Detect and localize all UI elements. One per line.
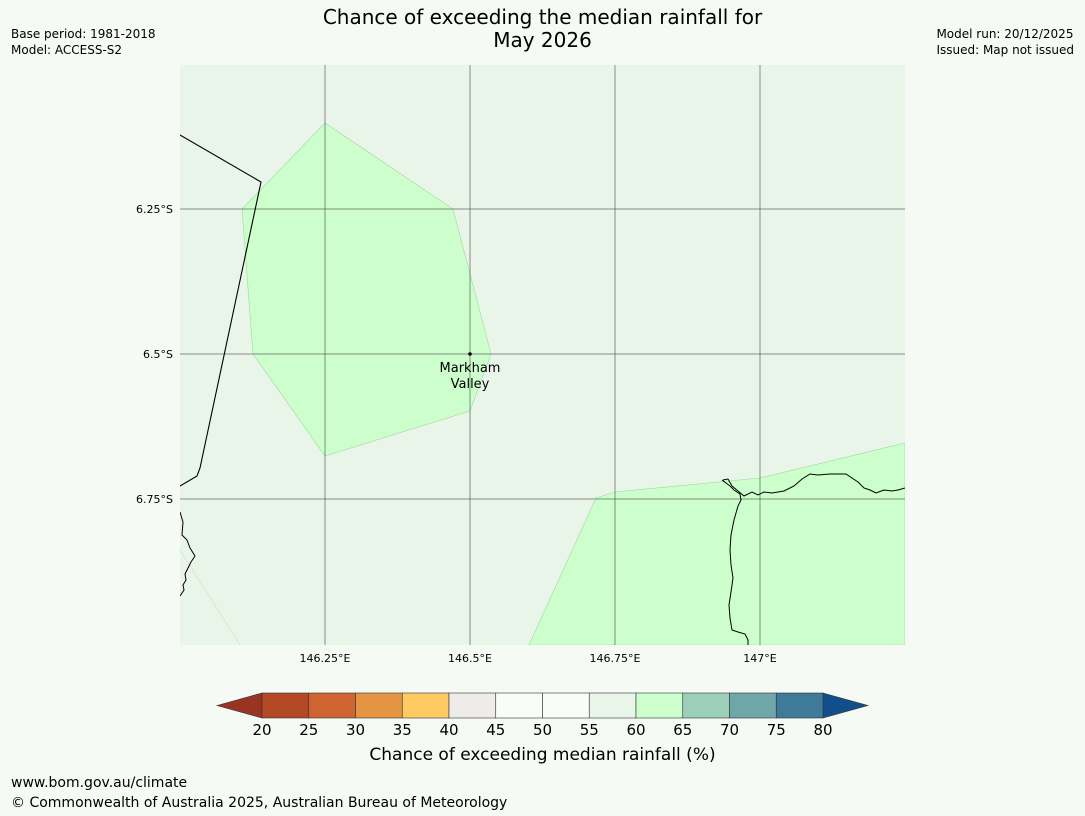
colorbar-tick-label: 65 <box>673 721 692 739</box>
colorbar-tick-label: 80 <box>813 721 832 739</box>
colorbar-tick-label: 55 <box>580 721 599 739</box>
lat-label-3: 6.75°S <box>136 493 173 506</box>
colorbar-swatch <box>401 692 450 719</box>
colorbar-tick-label: 45 <box>486 721 505 739</box>
colorbar-swatch <box>775 692 824 719</box>
colorbar-tick-label: 35 <box>393 721 412 739</box>
colorbar-swatch <box>729 692 777 719</box>
lon-label-2: 146.5°E <box>448 652 492 665</box>
colorbar-swatch <box>588 692 637 719</box>
colorbar-tick-label: 70 <box>720 721 739 739</box>
graticule <box>180 65 905 645</box>
map-title-line1: Chance of exceeding the median rainfall … <box>322 5 763 29</box>
colorbar-extend-low <box>215 692 263 719</box>
meta-right: Model run: 20/12/2025 Issued: Map not is… <box>936 26 1074 58</box>
colorbar-swatch <box>542 692 590 719</box>
base-period: Base period: 1981-2018 <box>11 27 156 41</box>
colorbar-tick-label: 60 <box>626 721 645 739</box>
coastline-left <box>180 511 196 597</box>
footer-url: www.bom.gov.au/climate <box>11 775 188 791</box>
colorbar-tick-label: 30 <box>346 721 365 739</box>
colorbar-tick-label: 50 <box>533 721 552 739</box>
colorbar-tick-label: 75 <box>767 721 786 739</box>
place-label-line2: Valley <box>451 377 490 392</box>
colorbar-tick-label: 40 <box>439 721 458 739</box>
colorbar-swatch <box>308 692 356 719</box>
model-name: Model: ACCESS-S2 <box>11 43 123 57</box>
lon-label-1: 146.25°E <box>300 652 351 665</box>
colorbar-tick-label: 25 <box>299 721 318 739</box>
colorbar-tick-label: 20 <box>252 721 271 739</box>
place-marker <box>468 352 472 356</box>
place-label-line1: Markham <box>440 361 501 376</box>
map-title: Chance of exceeding the median rainfall … <box>0 6 1085 52</box>
colorbar-extend-high <box>822 692 870 719</box>
colorbar-swatch <box>448 692 497 719</box>
map-title-line2: May 2026 <box>493 28 592 52</box>
lon-label-3: 146.75°E <box>590 652 641 665</box>
rainfall-zone-60-65-north <box>241 122 492 457</box>
colorbar-swatch <box>355 692 403 719</box>
model-run: Model run: 20/12/2025 <box>936 27 1074 41</box>
colorbar-swatch <box>635 692 684 719</box>
colorbar: 20 25 30 35 40 45 50 55 60 65 70 75 80 <box>215 692 870 739</box>
meta-left: Base period: 1981-2018 Model: ACCESS-S2 <box>11 26 156 58</box>
lat-label-1: 6.25°S <box>136 203 173 216</box>
coastline-right <box>722 473 905 497</box>
lon-label-4: 147°E <box>743 652 776 665</box>
border-line <box>180 134 262 487</box>
colorbar-swatch <box>261 692 310 719</box>
colorbar-title: Chance of exceeding median rainfall (%) <box>369 745 716 765</box>
lat-label-2: 6.5°S <box>143 348 173 361</box>
issued-status: Issued: Map not issued <box>936 43 1074 57</box>
colorbar-swatch <box>682 692 730 719</box>
river <box>721 479 749 645</box>
rainfall-zone-edge <box>180 549 241 645</box>
footer-copyright: © Commonwealth of Australia 2025, Austra… <box>11 795 508 811</box>
colorbar-swatch <box>495 692 543 719</box>
